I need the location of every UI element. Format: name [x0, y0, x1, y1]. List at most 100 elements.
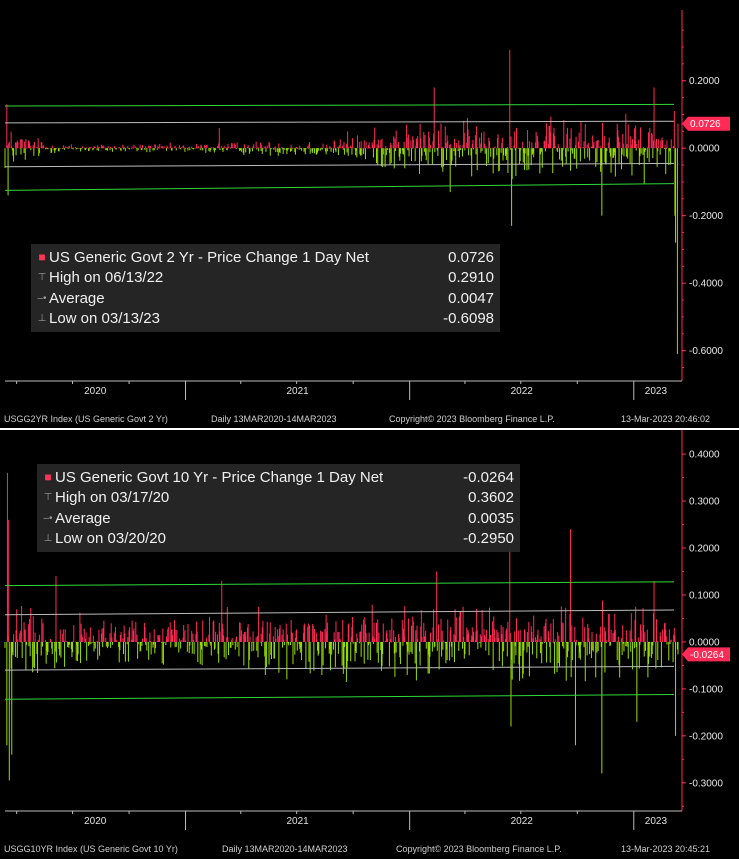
data-bar — [290, 144, 292, 149]
legend-low-value: -0.6098 — [443, 310, 494, 328]
y-tick-label: 0.2000 — [689, 76, 720, 87]
data-bar — [638, 139, 640, 149]
data-bar — [187, 624, 189, 642]
data-bar — [29, 618, 31, 642]
data-bar — [652, 613, 654, 642]
data-bar — [527, 632, 529, 642]
data-bar — [608, 137, 610, 149]
data-bar — [554, 641, 556, 674]
data-bar — [15, 148, 17, 156]
data-bar — [355, 641, 357, 652]
data-bar — [498, 148, 500, 172]
data-bar — [354, 148, 356, 150]
data-bar — [148, 640, 150, 642]
data-bar — [278, 148, 280, 153]
data-bar — [635, 148, 637, 151]
data-bar — [639, 641, 641, 645]
data-bar — [603, 135, 605, 149]
legend-high-label: High on 03/17/20 — [55, 489, 170, 507]
data-bar — [120, 632, 122, 642]
data-bar — [550, 116, 552, 149]
data-bar — [501, 137, 503, 149]
data-bar — [210, 147, 212, 149]
data-bar — [665, 636, 667, 642]
data-bar — [140, 641, 142, 643]
data-bar — [411, 641, 413, 654]
data-bar — [139, 641, 141, 652]
data-bar — [261, 148, 263, 154]
low-marker-icon: ⊥ — [43, 533, 53, 545]
data-bar — [369, 641, 371, 660]
data-bar — [68, 641, 70, 645]
data-bar — [425, 630, 427, 642]
data-bar — [363, 148, 365, 154]
data-bar — [571, 148, 573, 154]
data-bar — [238, 641, 240, 657]
data-bar — [59, 629, 61, 642]
data-bar — [180, 641, 182, 649]
data-bar — [464, 148, 466, 151]
data-bar — [179, 148, 181, 149]
data-bar — [36, 147, 38, 149]
data-bar — [590, 641, 592, 659]
data-bar — [72, 641, 74, 653]
last-value-tag: -0.0264 — [682, 647, 730, 662]
data-bar — [240, 630, 242, 642]
data-bar — [388, 641, 390, 667]
data-bar — [630, 136, 632, 149]
data-bar — [249, 148, 251, 152]
data-bar — [209, 641, 211, 644]
data-bar — [266, 641, 268, 667]
data-bar — [236, 636, 237, 642]
data-bar — [153, 148, 155, 149]
data-bar — [8, 641, 10, 781]
data-bar — [428, 641, 430, 674]
data-bar — [279, 148, 281, 154]
data-bar — [360, 641, 362, 657]
data-bar — [118, 641, 120, 663]
data-bar — [612, 633, 614, 642]
data-bar — [68, 146, 70, 149]
data-bar — [536, 135, 538, 149]
data-bar — [556, 148, 558, 151]
data-bar — [115, 148, 117, 149]
data-bar — [590, 146, 592, 149]
data-bar — [531, 142, 533, 149]
data-bar — [565, 641, 567, 681]
data-bar — [304, 623, 306, 642]
data-bar — [395, 641, 397, 653]
data-bar — [71, 148, 73, 150]
data-bar — [347, 624, 349, 642]
data-bar — [587, 623, 589, 642]
series-square-icon: ■ — [38, 250, 46, 265]
data-bar — [480, 641, 482, 648]
data-bar — [380, 139, 382, 149]
data-bar — [100, 144, 102, 149]
data-bar — [208, 634, 210, 642]
data-bar — [653, 87, 655, 149]
data-bar — [180, 147, 182, 149]
data-bar — [50, 148, 52, 153]
data-bar — [202, 620, 204, 642]
data-bar — [154, 641, 156, 654]
data-bar — [192, 633, 194, 642]
data-bar — [487, 148, 489, 164]
data-bar — [325, 641, 327, 649]
data-bar — [592, 135, 594, 149]
data-bar — [309, 641, 311, 674]
data-bar — [162, 628, 164, 642]
data-bar — [277, 636, 279, 642]
data-bar — [407, 134, 409, 149]
data-bar — [412, 621, 414, 642]
data-bar — [294, 641, 296, 655]
data-bar — [25, 641, 27, 670]
data-bar — [418, 641, 420, 652]
data-bar — [109, 148, 111, 151]
data-bar — [317, 148, 319, 153]
data-bar — [621, 638, 623, 642]
data-bar — [171, 148, 173, 151]
data-bar — [223, 635, 225, 642]
data-bar — [514, 131, 516, 149]
data-bar — [450, 148, 452, 166]
data-bar — [258, 606, 260, 642]
